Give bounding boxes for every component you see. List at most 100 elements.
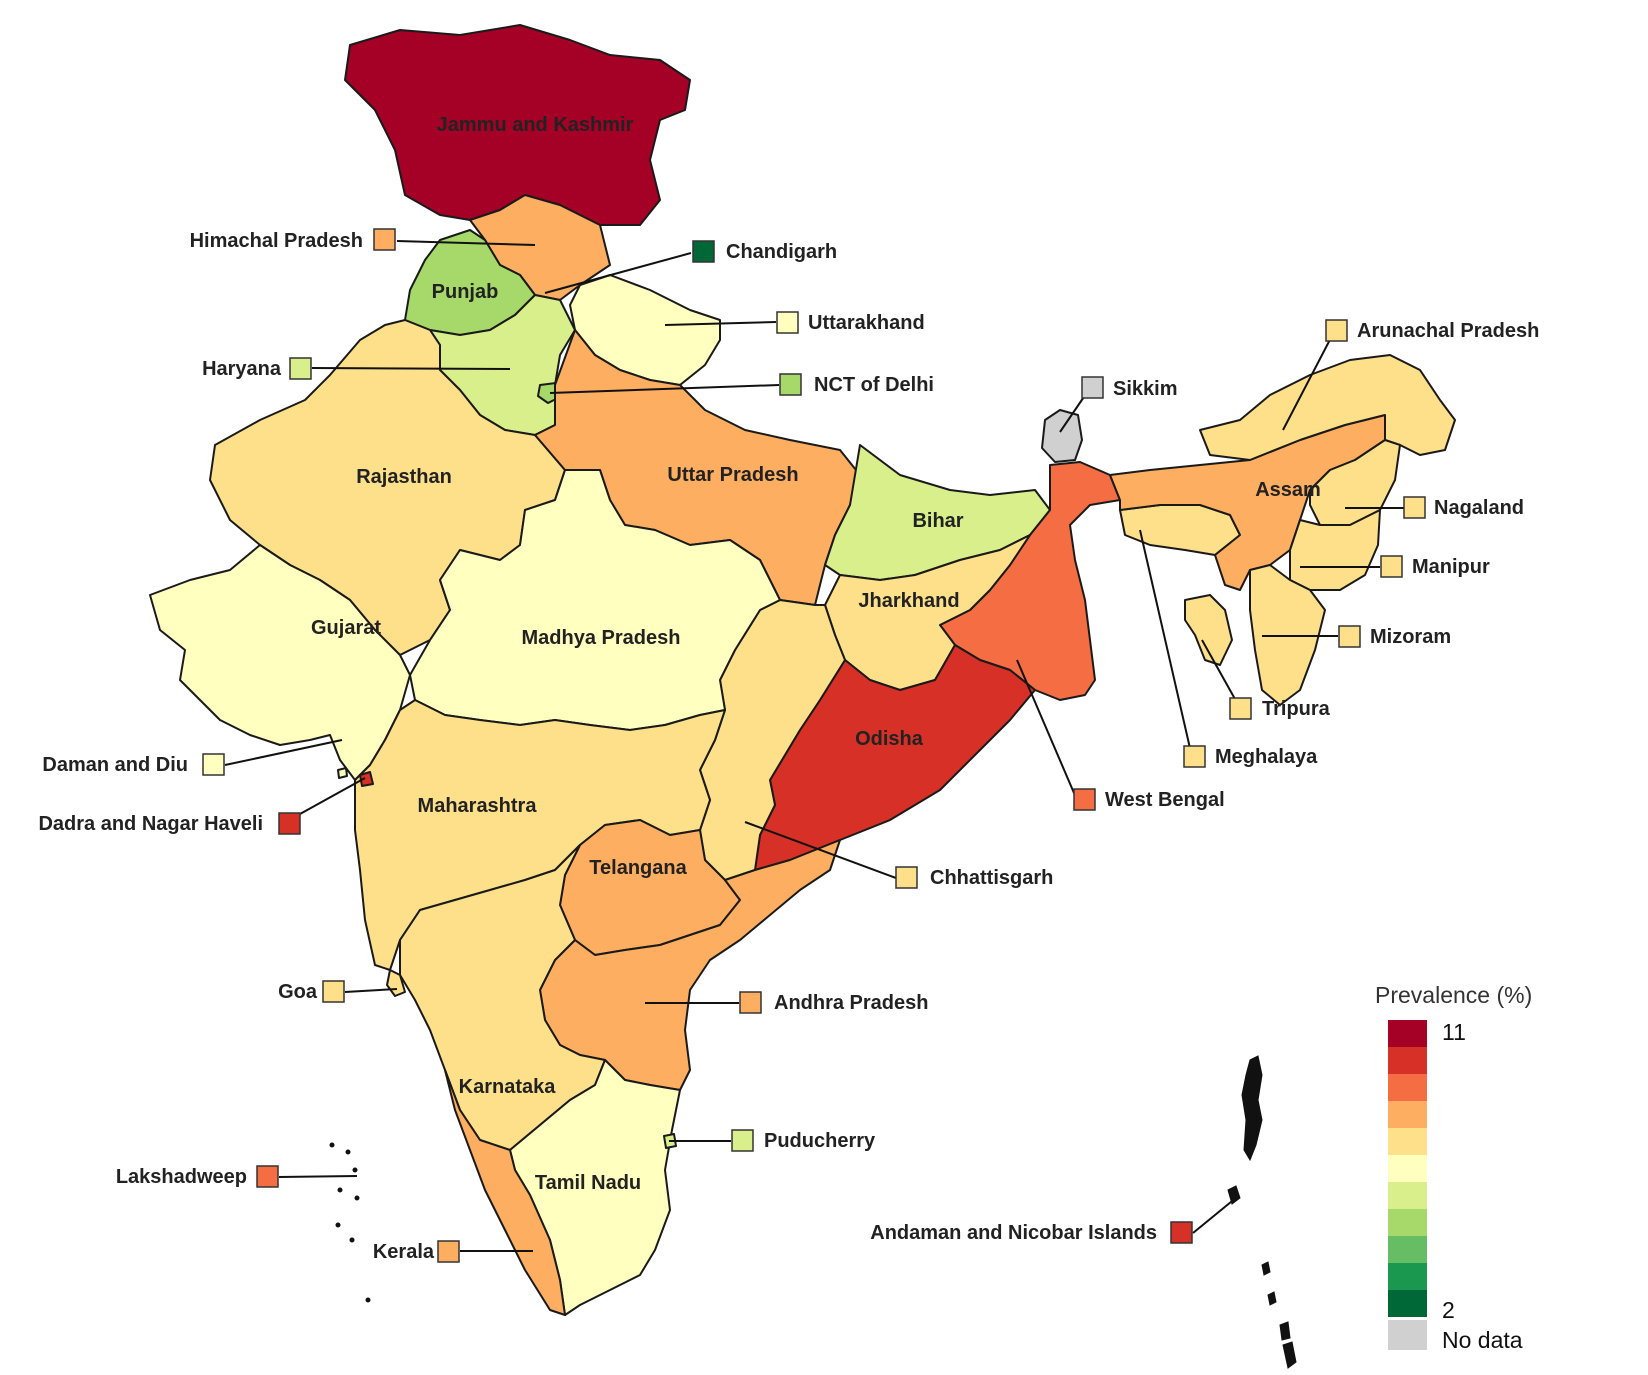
swatch-manipur: [1380, 555, 1403, 578]
label-puducherry: Puducherry: [764, 1130, 876, 1152]
swatch-haryana: [289, 357, 312, 380]
label-uttarakhand: Uttarakhand: [808, 312, 925, 334]
label-karnataka: Karnataka: [459, 1076, 557, 1098]
label-madhya-pradesh: Madhya Pradesh: [522, 627, 681, 649]
swatch-west-bengal: [1073, 788, 1096, 811]
leader-delhi: [549, 384, 780, 394]
label-jammu-and-kashmir: Jammu and Kashmir: [437, 114, 634, 136]
label-bihar: Bihar: [912, 510, 963, 532]
legend-color-bins: [1388, 1020, 1427, 1317]
leader-chandigarh: [544, 252, 692, 294]
label-haryana: Haryana: [202, 358, 282, 380]
label-tamil-nadu: Tamil Nadu: [535, 1172, 641, 1194]
region-kerala: [444, 1069, 566, 1316]
legend-nodata-label: No data: [1442, 1327, 1523, 1353]
label-telangana: Telangana: [589, 857, 687, 879]
legend-min-label: 2: [1442, 1297, 1455, 1323]
label-mizoram: Mizoram: [1370, 626, 1451, 648]
label-arunachal-pradesh: Arunachal Pradesh: [1357, 320, 1539, 342]
swatch-chandigarh: [692, 240, 715, 263]
swatch-andaman: [1170, 1221, 1193, 1244]
lakshadweep-island: [329, 1142, 335, 1148]
legend-bin-c2: [1388, 1263, 1427, 1290]
legend-max-label: 11: [1442, 1019, 1466, 1045]
nicobar-island: [1261, 1261, 1271, 1276]
legend-bin-c1: [1388, 1290, 1427, 1317]
label-dadra-and-nagar-haveli: Dadra and Nagar Haveli: [38, 813, 263, 835]
outside-labels: Himachal Pradesh Chandigarh Uttarakhand …: [38, 230, 1539, 1263]
legend-bin-c5: [1388, 1182, 1427, 1209]
region-maharashtra: [354, 699, 726, 971]
legend-bin-c7: [1388, 1128, 1427, 1155]
leader-goa: [344, 988, 398, 993]
leader-daman-diu: [224, 739, 343, 766]
legend-bin-c6: [1388, 1155, 1427, 1182]
swatch-delhi: [779, 373, 802, 396]
swatch-sikkim: [1081, 376, 1104, 399]
region-tamil-nadu: [509, 1059, 681, 1316]
label-swatches: [202, 228, 1426, 1263]
swatch-andhra: [739, 991, 762, 1014]
legend-bin-c10: [1388, 1047, 1427, 1074]
swatch-himachal: [373, 228, 396, 251]
label-kerala: Kerala: [373, 1241, 435, 1263]
label-nct-of-delhi: NCT of Delhi: [814, 374, 934, 396]
swatch-goa: [322, 980, 345, 1003]
regions-layer: [149, 24, 1456, 1316]
swatch-dadra-nagar-haveli: [278, 812, 301, 835]
lakshadweep-island: [337, 1187, 343, 1193]
swatch-meghalaya: [1183, 745, 1206, 768]
legend: Prevalence (%) 11 2 No data: [1375, 982, 1532, 1353]
legend-bin-c3: [1388, 1236, 1427, 1263]
swatch-daman-diu: [202, 753, 225, 776]
swatch-uttarakhand: [776, 311, 799, 334]
legend-nodata-swatch: [1388, 1320, 1427, 1350]
leader-chhattisgarh: [744, 821, 897, 879]
inside-labels: Jammu and Kashmir Punjab Rajasthan Uttar…: [311, 114, 1321, 1194]
leader-uttarakhand: [664, 321, 777, 326]
lakshadweep-island: [354, 1195, 360, 1201]
leader-haryana: [311, 367, 511, 370]
nicobar-island: [1279, 1321, 1291, 1341]
label-chandigarh: Chandigarh: [726, 241, 837, 263]
legend-bin-c8: [1388, 1101, 1427, 1128]
legend-title: Prevalence (%): [1375, 982, 1532, 1008]
label-rajasthan: Rajasthan: [356, 466, 452, 488]
label-himachal-pradesh: Himachal Pradesh: [190, 230, 363, 252]
label-lakshadweep: Lakshadweep: [116, 1166, 247, 1188]
label-chhattisgarh: Chhattisgarh: [930, 867, 1053, 889]
nicobar-island: [1267, 1291, 1277, 1306]
andaman-islands: [1241, 1055, 1263, 1162]
label-daman-and-diu: Daman and Diu: [42, 754, 188, 776]
label-goa: Goa: [278, 981, 318, 1003]
lakshadweep-island: [335, 1222, 341, 1228]
region-arunachal-pradesh: [1199, 354, 1456, 461]
label-odisha: Odisha: [855, 728, 924, 750]
andaman-small-island: [1227, 1185, 1241, 1205]
label-gujarat: Gujarat: [311, 617, 381, 639]
swatch-mizoram: [1338, 625, 1361, 648]
swatch-puducherry: [731, 1129, 754, 1152]
label-sikkim: Sikkim: [1113, 378, 1177, 400]
label-nagaland: Nagaland: [1434, 497, 1524, 519]
lakshadweep-island: [349, 1237, 355, 1243]
leader-tripura: [1201, 639, 1241, 709]
lakshadweep-island: [352, 1167, 358, 1173]
leader-arunachal: [1282, 329, 1336, 431]
legend-bin-c4: [1388, 1209, 1427, 1236]
islands-layer: [329, 1055, 1297, 1369]
label-west-bengal: West Bengal: [1105, 789, 1225, 811]
leader-meghalaya: [1139, 529, 1193, 758]
nicobar-island: [1282, 1341, 1297, 1369]
leader-lakshadweep: [278, 1175, 358, 1178]
region-manipur: [1289, 509, 1381, 591]
label-maharashtra: Maharashtra: [418, 795, 538, 817]
lakshadweep-island: [345, 1149, 351, 1155]
swatch-chhattisgarh: [895, 866, 918, 889]
swatch-arunachal: [1325, 319, 1348, 342]
label-andaman-and-nicobar-islands: Andaman and Nicobar Islands: [870, 1222, 1157, 1244]
region-dadra-and-nagar-haveli: [359, 771, 374, 787]
region-tripura: [1184, 594, 1233, 666]
swatch-tripura: [1229, 697, 1252, 720]
